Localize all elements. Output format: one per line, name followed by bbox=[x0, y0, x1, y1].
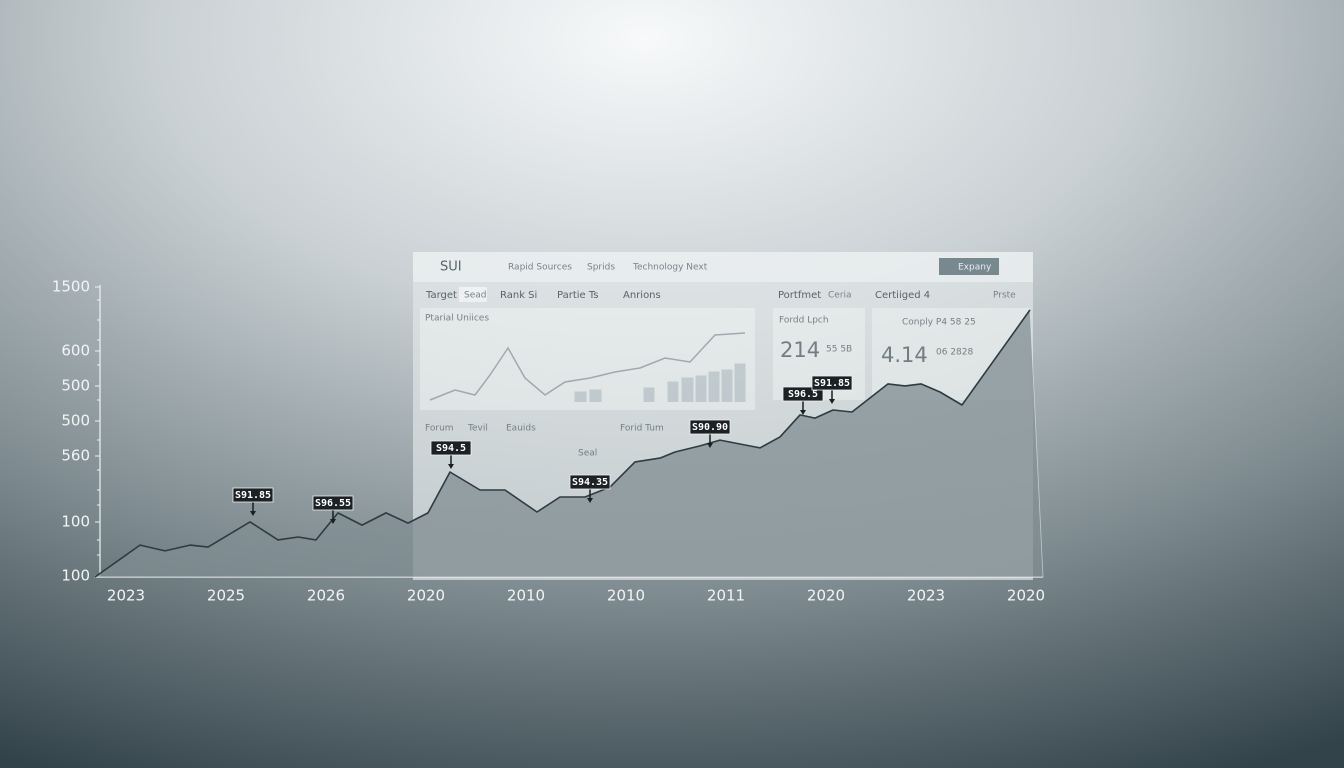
x-tick-label: 2010 bbox=[507, 587, 545, 605]
tab[interactable]: Prste bbox=[993, 291, 1016, 301]
callout-box bbox=[312, 495, 354, 511]
y-tick-label: 500 bbox=[61, 412, 90, 430]
callout-arrow bbox=[800, 410, 806, 415]
nav-item[interactable]: Rapid Sources bbox=[508, 263, 572, 273]
annotation: S91.85 bbox=[814, 378, 850, 389]
callout-box bbox=[782, 386, 824, 402]
nav-item[interactable]: Sprids bbox=[587, 263, 615, 273]
tab[interactable]: Anrions bbox=[623, 290, 661, 301]
x-tick-label: 2026 bbox=[307, 587, 345, 605]
y-tick-label: 1500 bbox=[52, 278, 90, 296]
metric: 55 5B bbox=[826, 345, 852, 355]
tab[interactable]: Portfmet bbox=[778, 290, 821, 301]
callout-box bbox=[430, 440, 472, 456]
tab[interactable]: Certiiged 4 bbox=[875, 290, 930, 301]
x-tick-label: 2023 bbox=[907, 587, 945, 605]
callout-arrow bbox=[250, 511, 256, 516]
tab[interactable]: Target bbox=[425, 290, 457, 301]
y-tick-label: 100 bbox=[61, 513, 90, 531]
tab[interactable]: Seal bbox=[578, 449, 597, 459]
y-tick-label: 600 bbox=[61, 342, 90, 360]
annotation: S90.90 bbox=[692, 422, 728, 433]
metric: 4.14 bbox=[881, 343, 928, 367]
plot: 1500 600 500 500 560 100 100 2023 2025 2026 2020 20… bbox=[52, 278, 1045, 605]
annotation: S96.5 bbox=[788, 389, 818, 400]
button-label[interactable]: Expany bbox=[958, 263, 992, 273]
button[interactable] bbox=[939, 258, 999, 275]
tab[interactable]: Partie Ts bbox=[557, 290, 599, 301]
x-tick-label: 2025 bbox=[207, 587, 245, 605]
callout-arrow bbox=[707, 443, 713, 448]
topbar bbox=[413, 252, 1033, 282]
x-tick-label: 2020 bbox=[407, 587, 445, 605]
callout-box bbox=[689, 419, 731, 435]
callout-arrow bbox=[587, 498, 593, 503]
callout-box bbox=[569, 474, 611, 490]
tab-box bbox=[459, 287, 487, 302]
y-tick-label: 560 bbox=[61, 447, 90, 465]
x-tick-label: 2020 bbox=[1007, 587, 1045, 605]
callout-arrow bbox=[330, 519, 336, 524]
nav-item[interactable]: Technology Next bbox=[632, 263, 708, 273]
annotation: S94.5 bbox=[436, 443, 466, 454]
line bbox=[94, 309, 1031, 578]
y-tick-label: 100 bbox=[61, 567, 90, 585]
tab[interactable]: Rank Si bbox=[500, 290, 537, 301]
mini-line bbox=[429, 332, 746, 401]
card-title: Fordd Lpch bbox=[779, 316, 829, 326]
annotation: S96.55 bbox=[315, 498, 351, 509]
tab[interactable]: Forid Tum bbox=[620, 424, 664, 434]
callout-box bbox=[811, 375, 853, 391]
x-tick-label: 2010 bbox=[607, 587, 645, 605]
x-tick-label: 2020 bbox=[807, 587, 845, 605]
metric: 06 2828 bbox=[936, 348, 973, 358]
card-title: Conply P4 58 25 bbox=[902, 318, 976, 328]
x-tick-label: 2023 bbox=[107, 587, 145, 605]
callout-arrow bbox=[448, 464, 454, 469]
tab[interactable]: Ceria bbox=[828, 291, 852, 301]
tab[interactable]: Eauids bbox=[506, 424, 536, 434]
tab[interactable]: Tevil bbox=[467, 424, 488, 434]
brand: SUI bbox=[440, 260, 462, 275]
x-tick-label: 2011 bbox=[707, 587, 745, 605]
mini-bars bbox=[574, 363, 746, 402]
card-title: Ptarial Uniices bbox=[425, 314, 489, 324]
tab[interactable]: Forum bbox=[425, 424, 454, 434]
y-tick-label: 500 bbox=[61, 377, 90, 395]
callout-box bbox=[232, 487, 274, 503]
metric: 214 bbox=[780, 338, 820, 362]
annotation: S91.85 bbox=[235, 490, 271, 501]
tab[interactable]: Sead bbox=[464, 291, 486, 301]
annotation: S94.35 bbox=[572, 477, 608, 488]
callout-arrow bbox=[829, 399, 835, 404]
